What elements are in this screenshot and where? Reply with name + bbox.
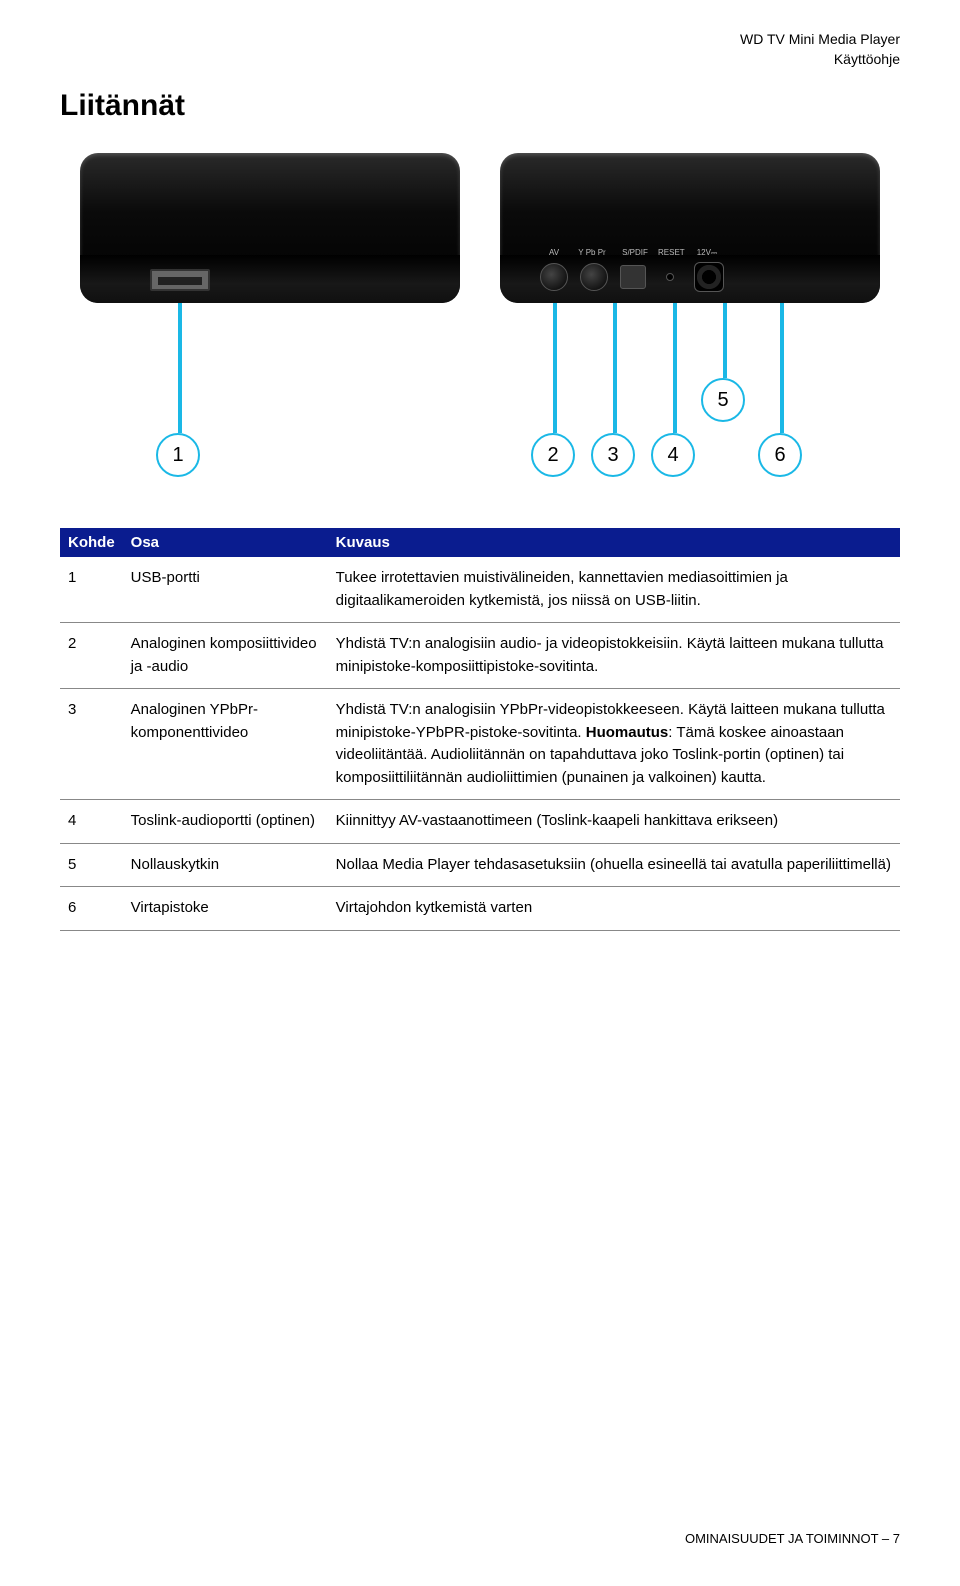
av-jack-icon — [540, 263, 568, 291]
port-label-spdif: S/PDIF — [622, 248, 648, 257]
product-name: WD TV Mini Media Player — [60, 30, 900, 50]
callout-6: 6 — [758, 433, 802, 477]
callout-3: 3 — [591, 433, 635, 477]
port-label-reset: RESET — [658, 248, 682, 257]
doc-header: WD TV Mini Media Player Käyttöohje — [60, 30, 900, 69]
cell-num: 3 — [60, 689, 123, 800]
table-row: 1 USB-portti Tukee irrotettavien muistiv… — [60, 557, 900, 623]
connector-diagram: AV Y Pb Pr S/PDIF RESET 12V⎓ 1 2 3 4 5 6 — [60, 143, 900, 503]
device-front — [80, 153, 460, 303]
cell-part: Toslink-audioportti (optinen) — [123, 800, 328, 844]
footer-section: OMINAISUUDET JA TOIMINNOT — [685, 1531, 878, 1546]
cell-part: Analoginen komposiittivideo ja -audio — [123, 623, 328, 689]
cell-part: Analoginen YPbPr-komponenttivideo — [123, 689, 328, 800]
dc-jack-icon — [694, 262, 724, 292]
table-row: 3 Analoginen YPbPr-komponenttivideo Yhdi… — [60, 689, 900, 800]
table-row: 2 Analoginen komposiittivideo ja -audio … — [60, 623, 900, 689]
cell-num: 6 — [60, 887, 123, 931]
usb-port-icon — [150, 269, 210, 291]
callout-line-6 — [780, 303, 784, 433]
port-label-av: AV — [540, 248, 568, 257]
reset-hole-icon — [666, 273, 674, 281]
section-title: Liitännät — [60, 89, 900, 123]
cell-part: USB-portti — [123, 557, 328, 623]
cell-num: 2 — [60, 623, 123, 689]
callout-line-3 — [613, 303, 617, 433]
device-back-strip: AV Y Pb Pr S/PDIF RESET 12V⎓ — [500, 255, 880, 303]
callout-line-4 — [673, 303, 677, 433]
connector-table: Kohde Osa Kuvaus 1 USB-portti Tukee irro… — [60, 528, 900, 931]
cell-num: 4 — [60, 800, 123, 844]
callout-2: 2 — [531, 433, 575, 477]
footer-page-num: 7 — [893, 1531, 900, 1546]
doc-type: Käyttöohje — [60, 50, 900, 70]
col-header-part: Osa — [123, 528, 328, 557]
optical-port-icon — [620, 265, 646, 289]
callout-line-1 — [178, 303, 182, 433]
cell-desc: Kiinnittyy AV-vastaanottimeen (Toslink-k… — [328, 800, 900, 844]
callout-1: 1 — [156, 433, 200, 477]
cell-part: Nollauskytkin — [123, 843, 328, 887]
cell-part: Virtapistoke — [123, 887, 328, 931]
table-row: 6 Virtapistoke Virtajohdon kytkemistä va… — [60, 887, 900, 931]
page-footer: OMINAISUUDET JA TOIMINNOT – 7 — [60, 1531, 900, 1546]
cell-desc: Nollaa Media Player tehdasasetuksiin (oh… — [328, 843, 900, 887]
port-label-12v: 12V⎓ — [692, 248, 722, 258]
table-row: 5 Nollauskytkin Nollaa Media Player tehd… — [60, 843, 900, 887]
callout-line-2 — [553, 303, 557, 433]
callout-4: 4 — [651, 433, 695, 477]
device-back: AV Y Pb Pr S/PDIF RESET 12V⎓ — [500, 153, 880, 303]
ypbpr-jack-icon — [580, 263, 608, 291]
cell-num: 1 — [60, 557, 123, 623]
cell-desc: Tukee irrotettavien muistivälineiden, ka… — [328, 557, 900, 623]
table-row: 4 Toslink-audioportti (optinen) Kiinnitt… — [60, 800, 900, 844]
col-header-desc: Kuvaus — [328, 528, 900, 557]
callout-5: 5 — [701, 378, 745, 422]
cell-desc: Yhdistä TV:n analogisiin audio- ja video… — [328, 623, 900, 689]
cell-num: 5 — [60, 843, 123, 887]
device-front-strip — [80, 255, 460, 303]
callout-line-5 — [723, 303, 727, 378]
cell-desc: Virtajohdon kytkemistä varten — [328, 887, 900, 931]
port-row: AV Y Pb Pr S/PDIF RESET 12V⎓ — [540, 259, 860, 295]
col-header-num: Kohde — [60, 528, 123, 557]
cell-desc: Yhdistä TV:n analogisiin YPbPr-videopist… — [328, 689, 900, 800]
port-label-ypbpr: Y Pb Pr — [578, 248, 606, 257]
